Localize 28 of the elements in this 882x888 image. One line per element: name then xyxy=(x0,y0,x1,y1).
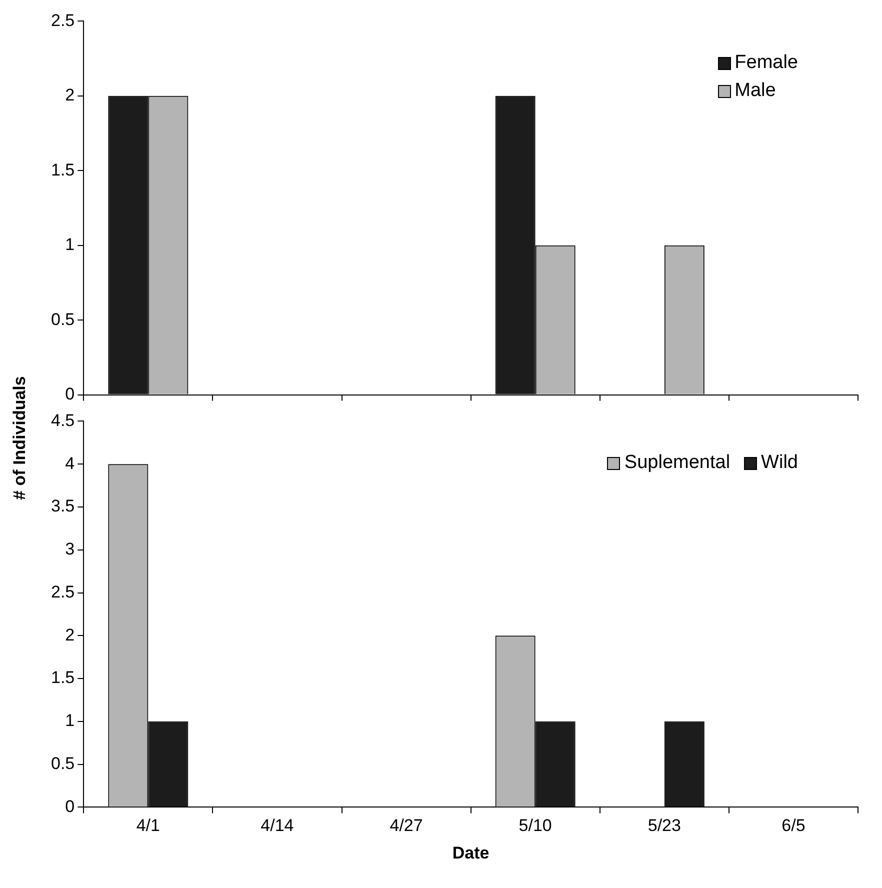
x-tick-label: 5/23 xyxy=(648,816,681,836)
x-tick-label: 5/10 xyxy=(518,816,552,836)
y-tick-label: 4 xyxy=(65,454,75,473)
legend-label: Suplemental xyxy=(624,452,730,474)
y-tick-label: 1 xyxy=(65,235,75,254)
y-tick-label: 3 xyxy=(65,540,75,559)
legend-label: Male xyxy=(734,80,776,102)
y-tick-label: 0.5 xyxy=(50,754,75,773)
y-axis-title: # of Individuals xyxy=(10,376,30,500)
y-tick-label: 2.5 xyxy=(50,10,75,30)
x-tick-label: 4/14 xyxy=(260,816,294,836)
legend-label: Female xyxy=(734,52,798,74)
x-axis-title: Date xyxy=(452,843,490,862)
x-tick-label: 6/5 xyxy=(782,816,806,836)
legend-label: Wild xyxy=(761,452,798,474)
y-tick-label: 0.5 xyxy=(50,310,75,329)
y-tick-label: 4.5 xyxy=(50,410,75,430)
x-tick-label: 4/27 xyxy=(390,816,423,836)
x-tick-label: 4/1 xyxy=(136,816,160,836)
y-tick-label: 3.5 xyxy=(50,496,75,516)
y-tick-label: 1.5 xyxy=(50,668,75,688)
y-tick-label: 2 xyxy=(65,625,75,644)
y-tick-label: 0 xyxy=(65,796,75,816)
y-tick-label: 1.5 xyxy=(50,160,75,180)
y-tick-label: 2.5 xyxy=(50,582,75,602)
y-tick-label: 2 xyxy=(65,86,75,105)
y-tick-label: 1 xyxy=(65,711,75,730)
y-tick-label: 0 xyxy=(65,384,75,404)
